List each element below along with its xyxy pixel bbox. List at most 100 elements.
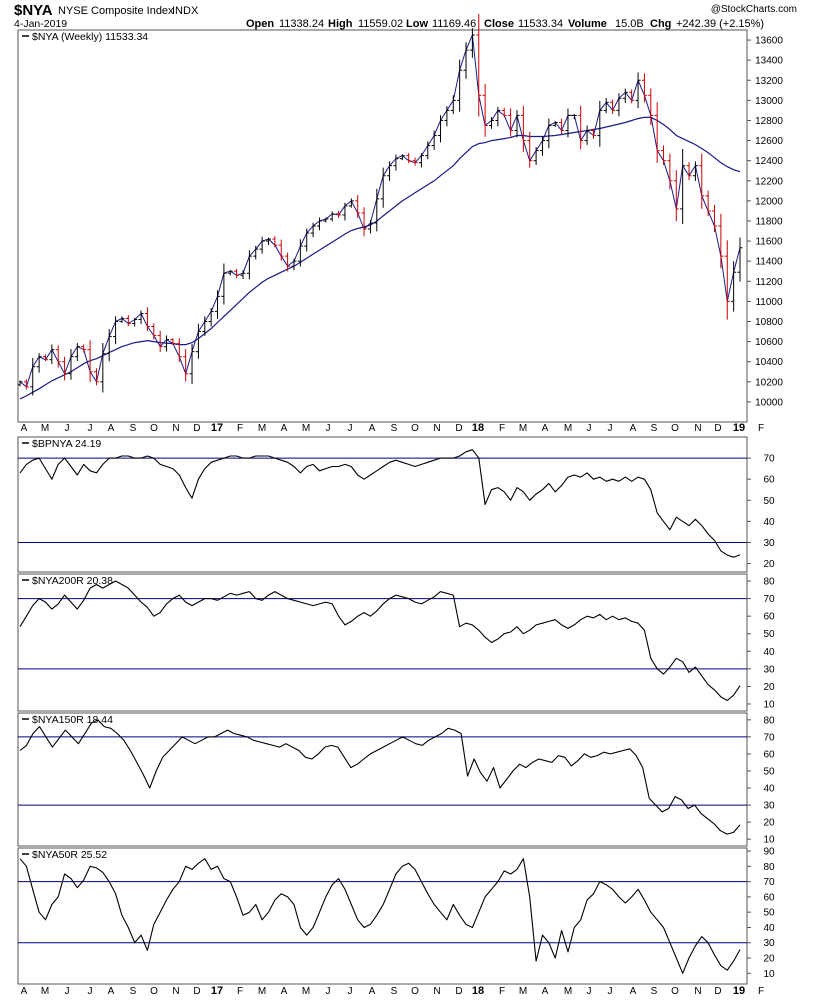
y-tick-label: 70 (763, 877, 775, 888)
x-axis-label: M (258, 986, 266, 997)
panel-label: $BPNYA 24.19 (32, 438, 101, 450)
x-axis-label: D (455, 423, 462, 434)
indicator-line (19, 719, 741, 835)
y-tick-label: 20 (763, 954, 775, 965)
x-axis-label: 19 (733, 985, 745, 997)
y-tick-label: 50 (763, 766, 775, 777)
y-tick-label: 60 (763, 475, 775, 486)
x-axis-label: M (519, 986, 527, 997)
indicator-line (19, 858, 741, 974)
panel-1: 10000 10200 10400 10600 10800 11000 11200 11400… (17, 13, 783, 423)
y-tick-label: 10600 (755, 337, 783, 348)
x-axis-label: J (587, 986, 592, 997)
x-axis-label: D (193, 423, 200, 434)
x-axis-label: A (21, 986, 28, 997)
y-tick-label: 90 (763, 847, 775, 858)
x-axis-label: J (326, 986, 331, 997)
y-tick-label: 12600 (755, 136, 783, 147)
x-axis-label: D (714, 986, 721, 997)
x-axis-label: F (237, 423, 243, 434)
panel-5: 10 20 30 40 50 60 70 80 90 $NYA50R 25.52 (17, 847, 775, 985)
header-date: 4-Jan-2019 (14, 18, 67, 30)
y-tick-label: 11000 (755, 297, 783, 308)
x-axis-label: A (542, 986, 549, 997)
y-tick-label: 10 (763, 969, 775, 980)
x-axis-label: N (433, 423, 440, 434)
y-tick-label: 20 (763, 682, 775, 693)
panel-label: $NYA200R 20.38 (32, 575, 113, 587)
x-axis-label: J (587, 423, 592, 434)
x-axis-label: S (391, 986, 398, 997)
x-axis-label: J (88, 986, 93, 997)
chart-panels: 10000 10200 10400 10600 10800 11000 11200 11400… (17, 13, 783, 985)
header-name: NYSE Composite Index (58, 5, 174, 17)
x-axis-label: M (41, 423, 49, 434)
x-axis-label: S (651, 986, 658, 997)
x-axis-label: N (433, 986, 440, 997)
x-axis-label: S (391, 423, 398, 434)
y-tick-label: 30 (763, 538, 775, 549)
y-tick-label: 80 (763, 715, 775, 726)
y-tick-label: 70 (763, 594, 775, 605)
x-axis: A M J J A S O N D 17 F M A M J J A S O N D 18 F M A M J J A S O N D 19 F A M… (21, 422, 764, 997)
x-axis-label: O (671, 423, 679, 434)
x-axis-label: A (630, 986, 637, 997)
y-tick-label: 50 (763, 496, 775, 507)
x-axis-label: 17 (211, 422, 223, 434)
y-tick-label: 80 (763, 862, 775, 873)
chg-label: Chg (650, 18, 671, 30)
high-label: High (328, 18, 353, 30)
x-axis-label: M (41, 986, 49, 997)
panel-frame (17, 847, 748, 985)
x-axis-label: A (281, 986, 288, 997)
x-axis-label: F (499, 423, 505, 434)
y-tick-label: 10 (763, 699, 775, 710)
y-tick-label: 10400 (755, 357, 783, 368)
x-axis-label: A (630, 423, 637, 434)
panel-3: 10 20 30 40 50 60 70 80 $NYA200R 20.38 (17, 573, 775, 712)
x-axis-label: A (108, 423, 115, 434)
x-axis-label: N (172, 423, 179, 434)
moving-average-line (19, 116, 741, 400)
x-axis-label: M (564, 986, 572, 997)
panel-label: $NYA150R 18.44 (32, 714, 113, 726)
chg-value: +242.39 (+2.15%) (676, 18, 764, 30)
y-tick-label: 70 (763, 454, 775, 465)
volume-value: 15.0B (615, 18, 644, 30)
x-axis-label: O (411, 423, 419, 434)
x-axis-label: D (714, 423, 721, 434)
panel-frame (17, 29, 748, 423)
panel-2: 20 30 40 50 60 70 $BPNYA 24.19 (17, 436, 775, 573)
close-value: 11533.34 (518, 18, 563, 30)
y-tick-label: 11400 (755, 257, 783, 268)
header-copyright: @StockCharts.com (711, 4, 797, 15)
y-tick-label: 11800 (755, 216, 783, 227)
low-label: Low (406, 18, 428, 30)
x-axis-label: D (193, 986, 200, 997)
indicator-line (19, 449, 741, 558)
y-tick-label: 80 (763, 577, 775, 588)
indicator-line (19, 580, 741, 702)
y-tick-label: 13600 (755, 36, 783, 47)
x-axis-label: J (65, 423, 70, 434)
x-axis-label: M (302, 986, 310, 997)
panel-frame (17, 573, 748, 712)
x-axis-label: J (348, 986, 353, 997)
x-axis-label: N (694, 423, 701, 434)
x-axis-label: F (758, 986, 764, 997)
y-tick-label: 60 (763, 612, 775, 623)
x-axis-label: J (608, 986, 613, 997)
panel-frame (17, 712, 748, 847)
y-tick-label: 60 (763, 749, 775, 760)
header-exchange: INDX (172, 5, 199, 17)
y-tick-label: 30 (763, 938, 775, 949)
x-axis-label: J (326, 423, 331, 434)
x-axis-label: N (694, 986, 701, 997)
x-axis-label: J (348, 423, 353, 434)
y-tick-label: 10 (763, 835, 775, 846)
y-tick-label: 10800 (755, 317, 783, 328)
y-tick-label: 10200 (755, 377, 783, 388)
x-axis-label: A (108, 986, 115, 997)
y-tick-label: 40 (763, 647, 775, 658)
